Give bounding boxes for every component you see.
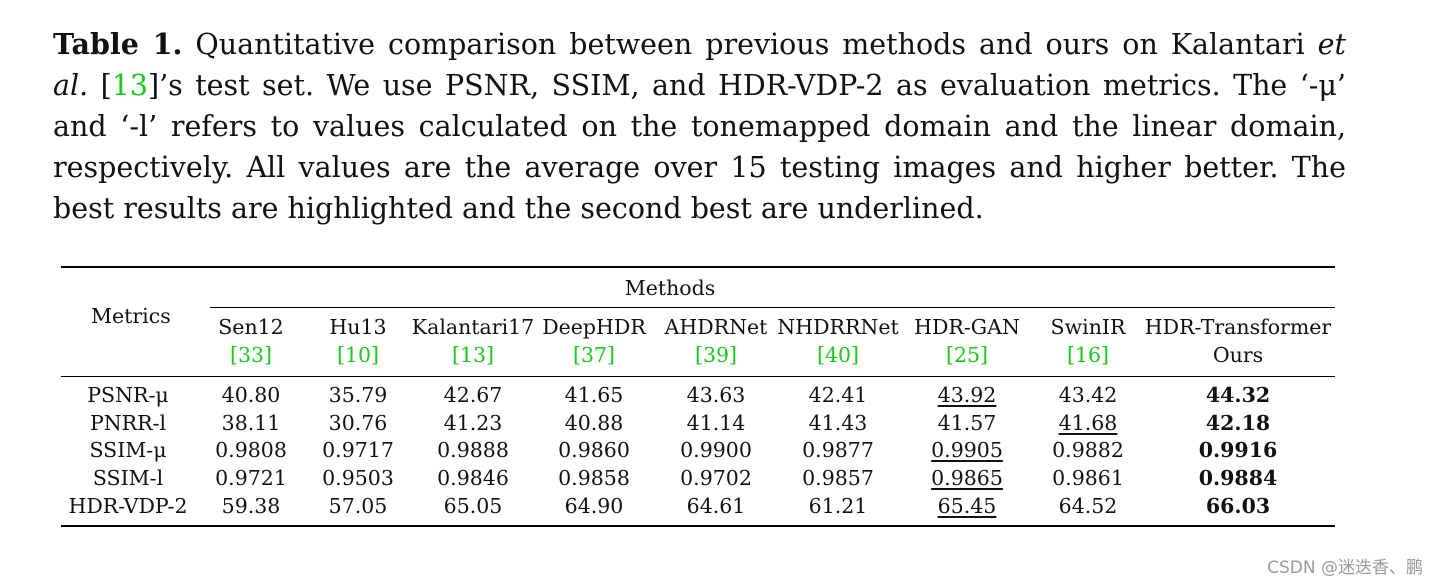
table-cell: 40.88	[564, 411, 624, 435]
method-header-name: SwinIR	[1050, 315, 1126, 339]
table-cell: 43.42	[1058, 383, 1118, 407]
table-cell: 0.9857	[802, 466, 874, 490]
table-cell: 0.9877	[802, 438, 874, 462]
method-header-name: HDR-Transformer	[1144, 315, 1332, 339]
table-cell: 0.9846	[437, 466, 509, 490]
table-cell: 65.45	[937, 494, 997, 518]
table-cell: 0.9860	[558, 438, 630, 462]
table-cell: 0.9884	[1198, 466, 1278, 490]
caption-et-al: et al.	[53, 28, 1346, 102]
method-citation-link[interactable]: [10]	[336, 343, 380, 367]
method-header-ours-label: Ours	[1212, 343, 1264, 367]
table-cell: 0.9916	[1198, 438, 1278, 462]
caption-text-b: ]’s test set. We use PSNR, SSIM, and HDR…	[53, 69, 1346, 225]
table-cell: 41.57	[937, 411, 997, 435]
metric-row-label: SSIM-l	[92, 466, 164, 490]
metric-row-label: PSNR-μ	[87, 383, 169, 407]
table-cell: 0.9861	[1052, 466, 1124, 490]
metric-row-label: HDR-VDP-2	[68, 494, 188, 518]
method-header-name: DeepHDR	[542, 315, 646, 339]
method-citation-link[interactable]: [13]	[451, 343, 495, 367]
methods-header-rule	[210, 307, 1335, 308]
caption-label: Table 1.	[53, 27, 183, 61]
csdn-watermark: CSDN @迷迭香、鹏	[1267, 558, 1423, 578]
table-cell: 35.79	[328, 383, 388, 407]
table-cell: 0.9721	[215, 466, 287, 490]
table-cell: 30.76	[328, 411, 388, 435]
table-cell: 43.63	[686, 383, 746, 407]
table-cell: 64.61	[686, 494, 746, 518]
table-caption: Table 1. Quantitative comparison between…	[53, 24, 1346, 229]
method-header-name: Kalantari17	[411, 315, 535, 339]
table-cell: 61.21	[808, 494, 868, 518]
method-citation-link[interactable]: [39]	[694, 343, 738, 367]
method-header-name: NHDRRNet	[777, 315, 899, 339]
table-cell: 38.11	[221, 411, 281, 435]
header-bottom-rule	[61, 376, 1335, 377]
caption-citation-link[interactable]: 13	[111, 69, 148, 102]
caption-cite-open: [	[88, 69, 112, 102]
table-cell: 0.9702	[680, 466, 752, 490]
method-citation-link[interactable]: [33]	[229, 343, 273, 367]
table-top-rule	[61, 266, 1335, 268]
table-cell: 0.9865	[931, 466, 1003, 490]
table-cell: 0.9888	[437, 438, 509, 462]
method-citation-link[interactable]: [40]	[816, 343, 860, 367]
table-cell: 0.9858	[558, 466, 630, 490]
table-cell: 0.9503	[322, 466, 394, 490]
table-bottom-rule	[61, 525, 1335, 527]
table-cell: 0.9717	[322, 438, 394, 462]
method-header-name: Sen12	[218, 315, 284, 339]
table-cell: 0.9882	[1052, 438, 1124, 462]
metric-row-label: SSIM-μ	[89, 438, 167, 462]
table-cell: 40.80	[221, 383, 281, 407]
method-citation-link[interactable]: [37]	[572, 343, 616, 367]
table-cell: 64.52	[1058, 494, 1118, 518]
table-cell: 42.18	[1205, 411, 1271, 435]
metric-row-label: PNRR-l	[89, 411, 167, 435]
method-header-name: Hu13	[329, 315, 387, 339]
metrics-column-header: Metrics	[91, 304, 171, 328]
table-cell: 66.03	[1205, 494, 1271, 518]
method-header-name: HDR-GAN	[914, 315, 1020, 339]
caption-text-a: Quantitative comparison between previous…	[182, 28, 1318, 61]
table-cell: 43.92	[937, 383, 997, 407]
table-cell: 41.43	[808, 411, 868, 435]
methods-group-header: Methods	[624, 276, 716, 300]
table-cell: 41.65	[564, 383, 624, 407]
table-cell: 57.05	[328, 494, 388, 518]
table-cell: 59.38	[221, 494, 281, 518]
table-cell: 64.90	[564, 494, 624, 518]
table-cell: 42.41	[808, 383, 868, 407]
table-cell: 65.05	[443, 494, 503, 518]
table-cell: 0.9905	[931, 438, 1003, 462]
method-citation-link[interactable]: [16]	[1066, 343, 1110, 367]
table-cell: 0.9900	[680, 438, 752, 462]
method-citation-link[interactable]: [25]	[945, 343, 989, 367]
table-cell: 0.9808	[215, 438, 287, 462]
table-cell: 44.32	[1205, 383, 1271, 407]
table-cell: 42.67	[443, 383, 503, 407]
table-cell: 41.68	[1058, 411, 1118, 435]
table-cell: 41.14	[686, 411, 746, 435]
method-header-name: AHDRNet	[664, 315, 768, 339]
table-cell: 41.23	[443, 411, 503, 435]
